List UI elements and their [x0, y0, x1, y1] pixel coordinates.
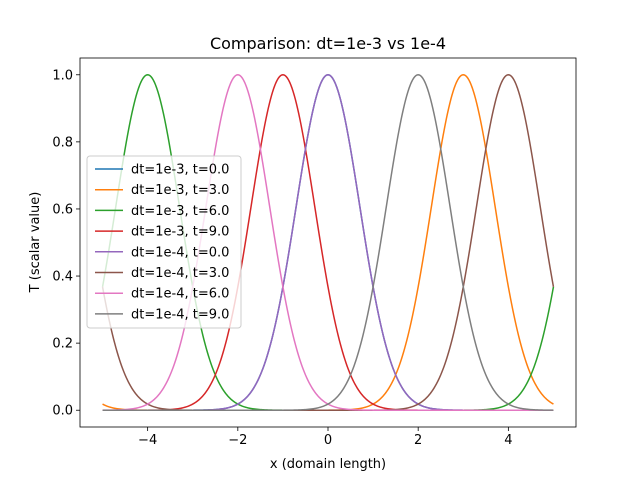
legend-label: dt=1e-4, t=6.0 — [131, 287, 229, 302]
legend: dt=1e-3, t=0.0 dt=1e-3, t=3.0 dt=1e-3, t=6… — [86, 155, 242, 329]
series-line — [102, 74, 554, 411]
legend-label: dt=1e-4, t=9.0 — [131, 307, 229, 322]
y-axis: 0.0 0.2 0.4 0.6 0.8 1.0 — [52, 68, 80, 419]
legend-label: dt=1e-4, t=0.0 — [131, 245, 229, 260]
y-tick-label: 0.2 — [52, 337, 73, 352]
legend-label: dt=1e-3, t=6.0 — [131, 204, 229, 219]
x-tick-label: 2 — [414, 433, 422, 448]
x-tick-label: 4 — [504, 433, 512, 448]
x-tick-label: −4 — [138, 433, 157, 448]
legend-label: dt=1e-3, t=9.0 — [131, 225, 229, 240]
x-axis-label: x (domain length) — [270, 457, 386, 472]
legend-label: dt=1e-3, t=3.0 — [131, 183, 229, 198]
y-tick-label: 0.4 — [52, 270, 73, 285]
y-tick-label: 0.0 — [52, 404, 73, 419]
y-tick-label: 1.0 — [52, 68, 73, 83]
x-tick-label: −2 — [228, 433, 247, 448]
legend-frame — [86, 155, 242, 329]
x-tick-label: 0 — [324, 433, 332, 448]
y-tick-label: 0.6 — [52, 202, 73, 217]
legend-label: dt=1e-4, t=3.0 — [131, 266, 229, 281]
legend-label: dt=1e-3, t=0.0 — [131, 163, 229, 178]
y-axis-label: T (scalar value) — [28, 192, 43, 294]
chart-title: Comparison: dt=1e-3 vs 1e-4 — [210, 34, 446, 53]
x-axis: −4 −2 0 2 4 — [138, 427, 513, 448]
y-tick-label: 0.8 — [52, 135, 73, 150]
